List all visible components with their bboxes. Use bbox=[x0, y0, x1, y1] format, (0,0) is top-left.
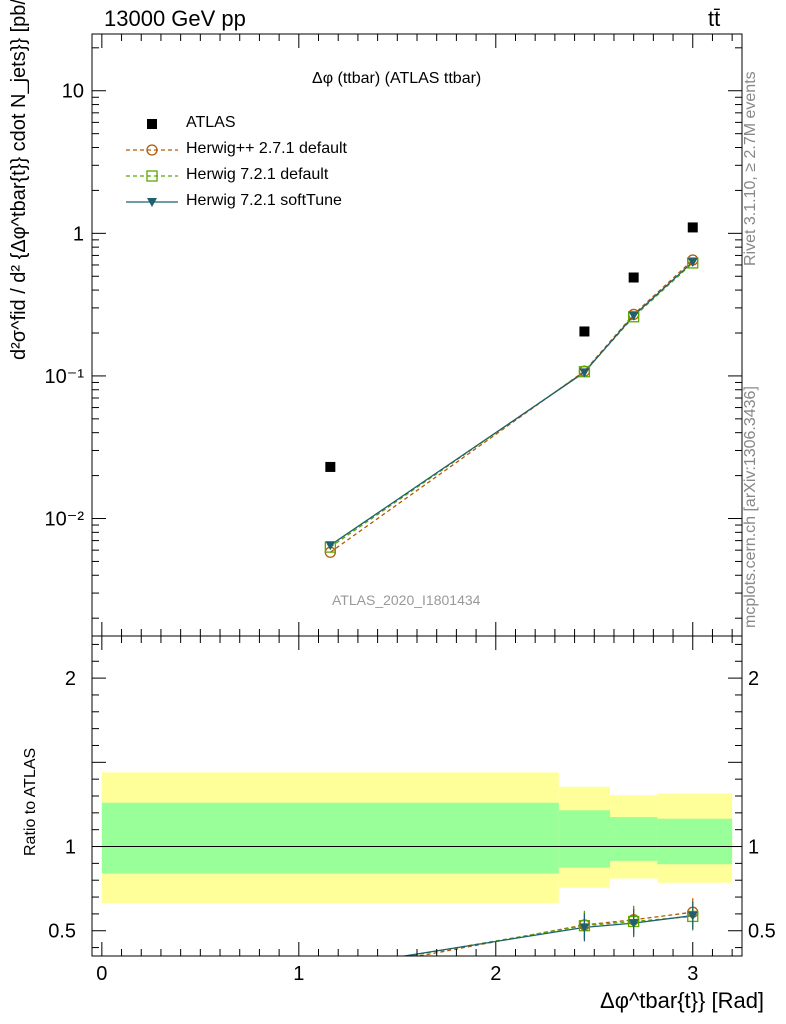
main-y-tick-label: 10⁻² bbox=[45, 509, 85, 531]
ratio-y-tick-label-left: 0.5 bbox=[48, 921, 76, 943]
x-tick-label: 2 bbox=[490, 963, 501, 985]
ratio-point-series2 bbox=[579, 923, 590, 933]
x-tick-label: 3 bbox=[687, 963, 698, 985]
legend-label-herwigpp-271: Herwig++ 2.7.1 default bbox=[186, 140, 347, 157]
main-series-line-3 bbox=[329, 261, 694, 546]
main-point-series0 bbox=[628, 272, 639, 283]
main-point-series0 bbox=[687, 222, 698, 233]
ratio-band-green-0 bbox=[101, 802, 559, 874]
main-y-axis-label: d²σ^fid / d² {Δφ^tbar{t}} cdot N_jets}} … bbox=[8, 0, 30, 360]
legend-label-atlas: ATLAS bbox=[186, 114, 236, 131]
main-y-tick-label: 10 bbox=[62, 81, 84, 103]
ratio-point-series2 bbox=[628, 919, 639, 929]
main-series-line-1 bbox=[329, 259, 694, 553]
legend-marker-series1 bbox=[146, 144, 158, 156]
ratio-band-green-1 bbox=[558, 810, 611, 868]
main-y-tick-label: 1 bbox=[73, 223, 84, 245]
main-series-line-2 bbox=[329, 262, 694, 548]
x-axis-label: Δφ^tbar{t}} [Rad] bbox=[600, 988, 765, 1013]
ratio-point-series2 bbox=[687, 911, 698, 921]
x-tick-label: 0 bbox=[96, 963, 107, 985]
x-tick-label: 1 bbox=[293, 963, 304, 985]
legend-label-herwig-721-default: Herwig 7.2.1 default bbox=[186, 166, 329, 183]
legend-label-herwig-721-softtune: Herwig 7.2.1 softTune bbox=[186, 192, 342, 209]
main-point-series3 bbox=[325, 541, 336, 551]
ratio-series-line-2 bbox=[400, 914, 693, 956]
main-point-series3 bbox=[579, 368, 590, 378]
main-point-series2 bbox=[687, 257, 699, 269]
legend-marker-series0 bbox=[147, 119, 157, 129]
header-final-state: tt̄ bbox=[708, 6, 721, 31]
main-point-series0 bbox=[325, 461, 336, 472]
main-point-series3 bbox=[687, 257, 698, 267]
ratio-y-tick-label-right: 1 bbox=[748, 837, 759, 859]
analysis-watermark: ATLAS_2020_I1801434 bbox=[332, 592, 481, 608]
main-y-tick-label: 10⁻¹ bbox=[45, 366, 85, 388]
main-point-series0 bbox=[579, 326, 590, 337]
ratio-y-tick-label-left: 2 bbox=[65, 668, 76, 690]
ratio-y-axis-label: Ratio to ATLAS bbox=[22, 747, 39, 856]
ratio-band-green-2 bbox=[610, 817, 658, 861]
ratio-band-green-3 bbox=[657, 818, 733, 865]
ratio-y-tick-label-right: 0.5 bbox=[748, 921, 776, 943]
header-process-label: 13000 GeV pp bbox=[104, 6, 246, 31]
ratio-series-line-0 bbox=[415, 911, 693, 956]
ratio-y-tick-label-left: 1 bbox=[65, 837, 76, 859]
legend-marker-series2 bbox=[146, 170, 158, 182]
main-point-series3 bbox=[628, 311, 639, 321]
ratio-y-tick-label-right: 2 bbox=[748, 668, 759, 690]
plot-title: Δφ (ttbar) (ATLAS ttbar) bbox=[312, 70, 482, 87]
legend-marker-series3 bbox=[147, 198, 157, 207]
